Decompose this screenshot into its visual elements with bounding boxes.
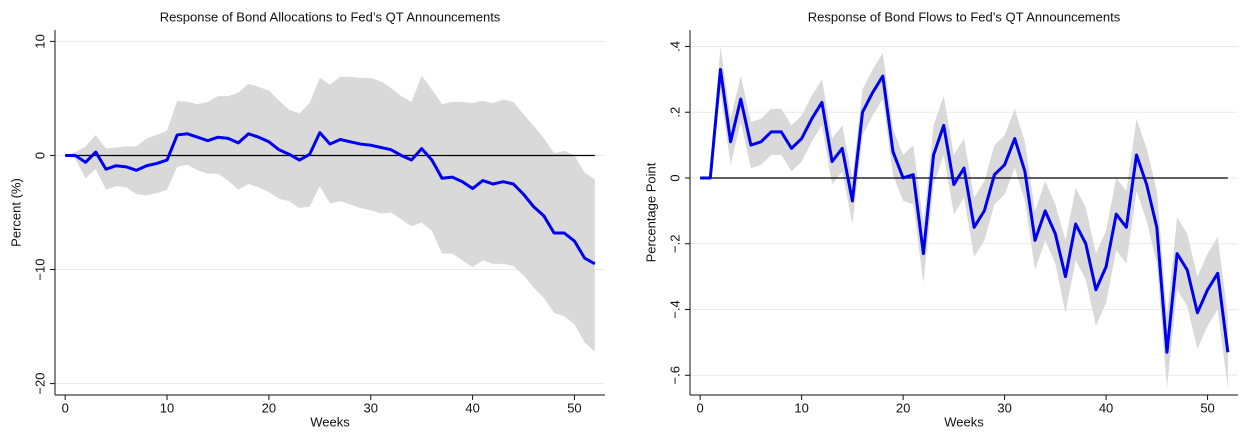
y-tick-label: −10 xyxy=(32,259,47,281)
x-tick-label: 30 xyxy=(364,400,378,415)
x-tick-label: 10 xyxy=(794,400,808,415)
y-tick-label: −.2 xyxy=(667,235,682,253)
x-tick-label: 20 xyxy=(262,400,276,415)
confidence-band xyxy=(700,46,1228,389)
chart-title: Response of Bond Allocations to Fed’s QT… xyxy=(160,9,501,24)
x-tick-label: 50 xyxy=(567,400,581,415)
y-tick-label: −.4 xyxy=(667,300,682,318)
x-tick-label: 50 xyxy=(1200,400,1214,415)
y-tick-label: −20 xyxy=(32,373,47,395)
x-axis-title: Weeks xyxy=(310,414,350,429)
x-tick-label: 40 xyxy=(465,400,479,415)
y-tick-label: .2 xyxy=(667,107,682,118)
series-line xyxy=(700,67,1230,354)
x-tick-label: 20 xyxy=(896,400,910,415)
y-tick-label: 10 xyxy=(32,34,47,48)
y-axis-title: Percentage Point xyxy=(643,162,658,262)
x-tick-label: 40 xyxy=(1099,400,1113,415)
series-line xyxy=(65,131,596,266)
x-tick-label: 10 xyxy=(160,400,174,415)
y-tick-label: 0 xyxy=(667,174,682,181)
confidence-band xyxy=(65,75,595,352)
x-tick-label: 0 xyxy=(697,400,704,415)
x-tick-label: 0 xyxy=(62,400,69,415)
x-axis-title: Weeks xyxy=(944,414,984,429)
y-axis-title: Percent (%) xyxy=(8,178,23,247)
x-tick-label: 30 xyxy=(997,400,1011,415)
y-tick-label: −.6 xyxy=(667,366,682,384)
y-tick-label: .4 xyxy=(667,41,682,52)
y-tick-label: 0 xyxy=(32,152,47,159)
chart-title: Response of Bond Flows to Fed’s QT Annou… xyxy=(808,9,1121,24)
